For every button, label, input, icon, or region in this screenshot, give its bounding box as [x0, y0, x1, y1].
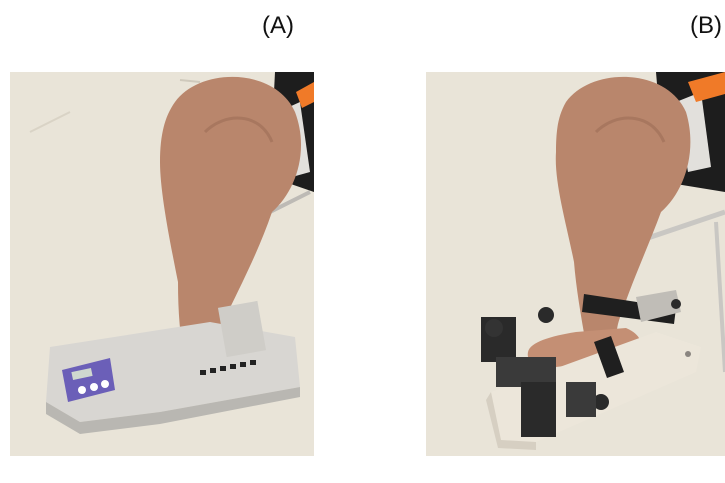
panel-label-a: (A)	[262, 12, 294, 39]
panel-label-b: (B)	[690, 12, 722, 39]
photo-b-illustration	[426, 72, 725, 456]
measurement-device-b	[481, 290, 701, 450]
button-strip-a	[200, 360, 256, 375]
photo-b	[426, 72, 725, 456]
photo-a	[10, 72, 314, 456]
photo-a-illustration	[10, 72, 314, 456]
display-panel-a	[62, 358, 115, 402]
mechanism-b	[481, 299, 681, 437]
measurement-device-a	[46, 300, 300, 434]
